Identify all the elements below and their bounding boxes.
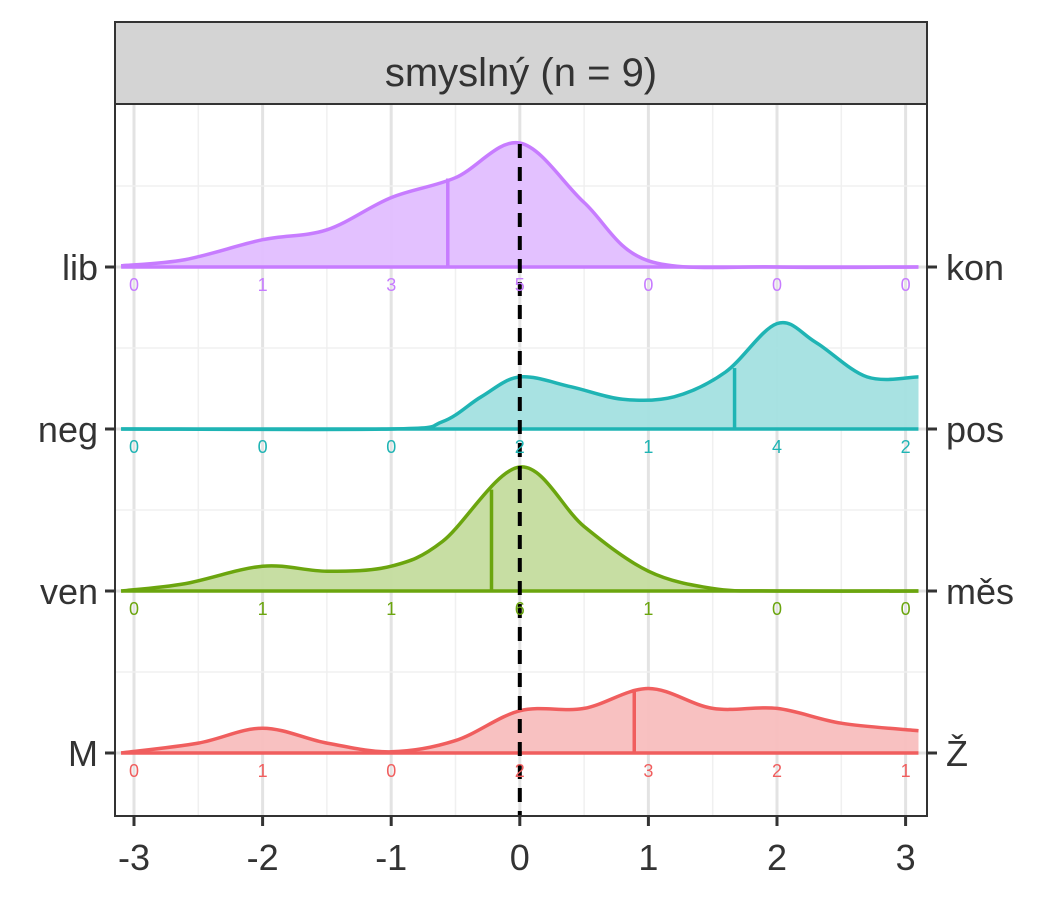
count-label: 1 bbox=[258, 275, 268, 295]
count-label: 3 bbox=[643, 761, 653, 781]
count-label: 2 bbox=[901, 437, 911, 457]
y-label-right: pos bbox=[946, 409, 1004, 450]
y-label-left: ven bbox=[40, 571, 98, 612]
count-label: 2 bbox=[515, 437, 525, 457]
x-tick-label: 0 bbox=[510, 837, 530, 878]
ridge-area-ven bbox=[121, 466, 919, 592]
x-tick-label: 3 bbox=[896, 837, 916, 878]
count-label: 6 bbox=[515, 599, 525, 619]
y-label-right: kon bbox=[946, 247, 1004, 288]
x-tick-label: -1 bbox=[375, 837, 407, 878]
count-label: 0 bbox=[901, 599, 911, 619]
x-tick-label: -3 bbox=[118, 837, 150, 878]
y-label-left: lib bbox=[62, 247, 98, 288]
count-label: 4 bbox=[772, 437, 782, 457]
y-axis-right: kon pos měs Ž bbox=[927, 247, 1014, 774]
count-label: 3 bbox=[386, 275, 396, 295]
ridge-area-lib bbox=[121, 142, 919, 268]
y-label-left: M bbox=[68, 733, 98, 774]
count-label: 0 bbox=[386, 437, 396, 457]
count-label: 1 bbox=[258, 599, 268, 619]
x-tick-label: 2 bbox=[767, 837, 787, 878]
count-label: 0 bbox=[772, 275, 782, 295]
y-axis-left: lib neg ven M bbox=[38, 247, 115, 774]
count-label: 0 bbox=[129, 599, 139, 619]
count-label: 0 bbox=[772, 599, 782, 619]
y-label-left: neg bbox=[38, 409, 98, 450]
count-labels: 0 1 3 5 0 0 00 0 0 2 1 4 20 1 1 6 1 0 00 1 0 2 3 2 1 bbox=[129, 275, 911, 781]
count-label: 1 bbox=[386, 599, 396, 619]
count-label: 0 bbox=[901, 275, 911, 295]
count-label: 0 bbox=[129, 437, 139, 457]
count-label: 1 bbox=[643, 437, 653, 457]
count-label: 5 bbox=[515, 275, 525, 295]
y-label-right: měs bbox=[946, 571, 1014, 612]
count-label: 0 bbox=[129, 761, 139, 781]
strip-background bbox=[114, 21, 928, 105]
x-tick-label: -2 bbox=[247, 837, 279, 878]
y-label-right: Ž bbox=[946, 733, 968, 774]
count-label: 0 bbox=[386, 761, 396, 781]
count-label: 2 bbox=[772, 761, 782, 781]
count-label: 0 bbox=[258, 437, 268, 457]
x-axis: -3 -2 -1 0 1 2 3 bbox=[118, 816, 916, 878]
x-tick-label: 1 bbox=[638, 837, 658, 878]
count-label: 1 bbox=[901, 761, 911, 781]
count-label: 0 bbox=[643, 275, 653, 295]
count-label: 2 bbox=[515, 761, 525, 781]
chart-title: smyslný (n = 9) bbox=[385, 51, 657, 95]
ridge-area-neg bbox=[121, 322, 919, 430]
count-label: 1 bbox=[258, 761, 268, 781]
ridge-line-M bbox=[120, 686, 919, 755]
count-label: 0 bbox=[129, 275, 139, 295]
count-label: 1 bbox=[643, 599, 653, 619]
